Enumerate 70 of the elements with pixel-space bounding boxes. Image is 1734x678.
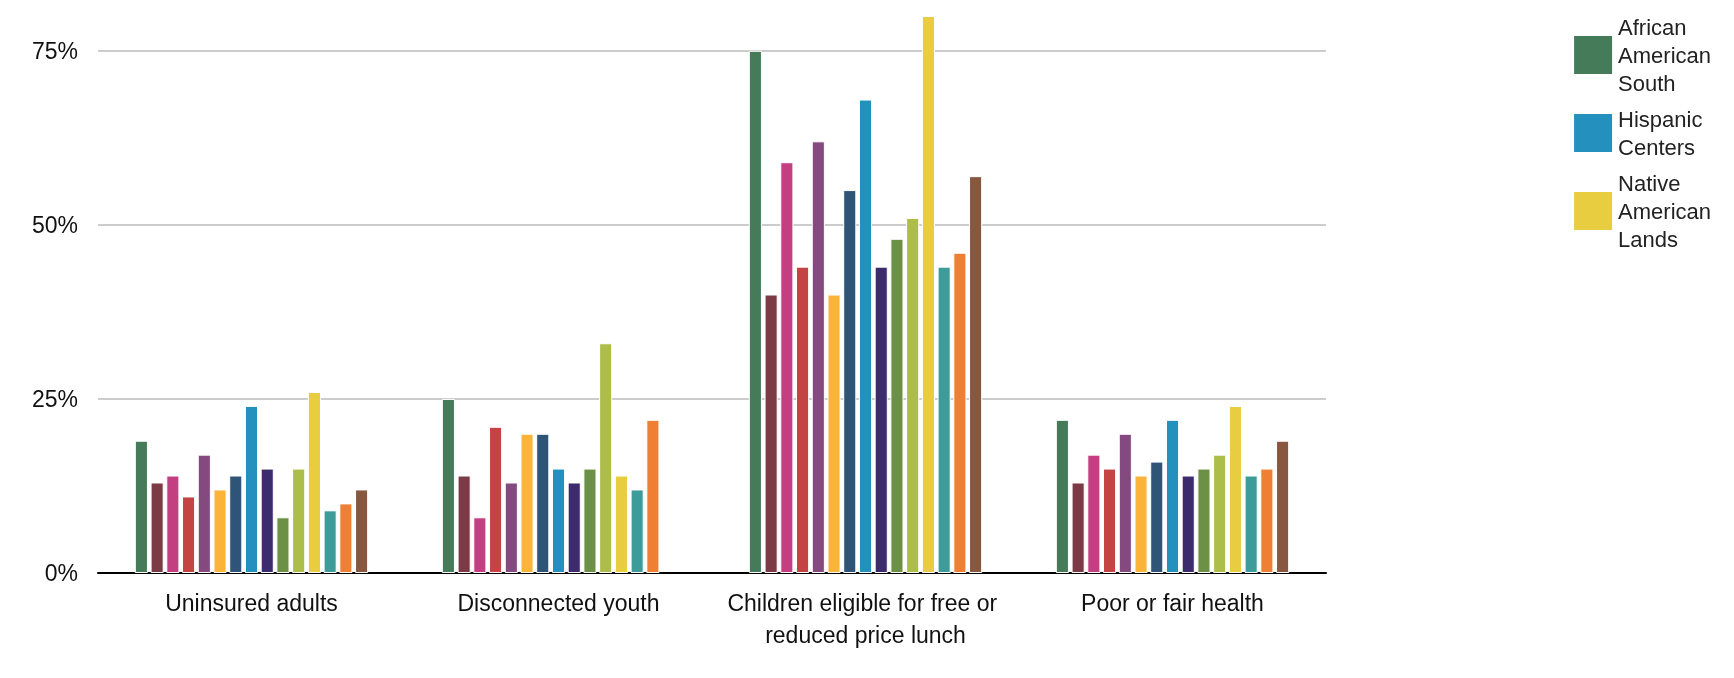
bar [182,496,196,573]
bar [780,162,794,573]
bar [292,468,306,573]
x-tick-label: Children eligible for free or reduced price lunch [727,590,1004,648]
bar [937,266,951,573]
bar [1244,475,1258,573]
bar [244,405,259,573]
y-tick-label: 50% [31,211,78,238]
bar [748,50,762,573]
bar [473,517,487,573]
bar [150,482,164,573]
bar [827,294,841,573]
bar [339,503,353,573]
bar [614,475,628,573]
y-tick-label: 0% [44,560,78,586]
bar [166,475,180,573]
bar [1213,454,1227,573]
bar [646,419,660,573]
legend-label: African American South [1618,14,1711,96]
bar [1260,468,1274,573]
x-tick-label: Uninsured adults [165,590,338,616]
bar [355,489,369,573]
bar [843,190,857,573]
bar [567,482,581,573]
bar [229,475,243,573]
bar [1197,468,1211,573]
bar [551,468,566,573]
bar [504,482,518,573]
y-tick-label: 25% [31,385,78,412]
bar [1055,419,1069,573]
bar [441,398,455,573]
legend-label: Native American Lands [1618,170,1711,252]
bar [1087,454,1101,573]
bar [307,391,321,573]
bar [276,517,290,573]
bar [457,475,471,573]
x-tick-label: Poor or fair health [1081,590,1264,616]
bar [1150,461,1164,573]
bar [764,294,778,573]
bar [796,266,810,573]
bar [969,176,983,573]
bar [197,454,211,573]
bar [890,238,904,573]
bar [630,489,644,573]
bar [213,489,227,573]
bar [1165,419,1180,573]
bar [906,217,920,573]
bar [1118,433,1132,573]
bar [811,141,825,573]
bar [1276,440,1290,573]
bar [1071,482,1085,573]
bar [858,99,873,573]
bar [323,510,337,573]
x-tick-label: Disconnected youth [457,590,660,616]
bar [953,252,967,573]
bar [489,426,503,573]
bar [1228,405,1242,573]
bar [260,468,274,573]
bar [874,266,888,573]
bar [1134,475,1148,573]
legend-label: Hispanic Centers [1618,106,1703,160]
y-tick-label: 75% [31,37,78,64]
bar [583,468,597,573]
bar [599,343,613,573]
bar [520,433,534,573]
bar [134,440,148,573]
bar [921,16,935,573]
bar [1103,468,1117,573]
bar [536,433,550,573]
bar [1181,475,1195,573]
